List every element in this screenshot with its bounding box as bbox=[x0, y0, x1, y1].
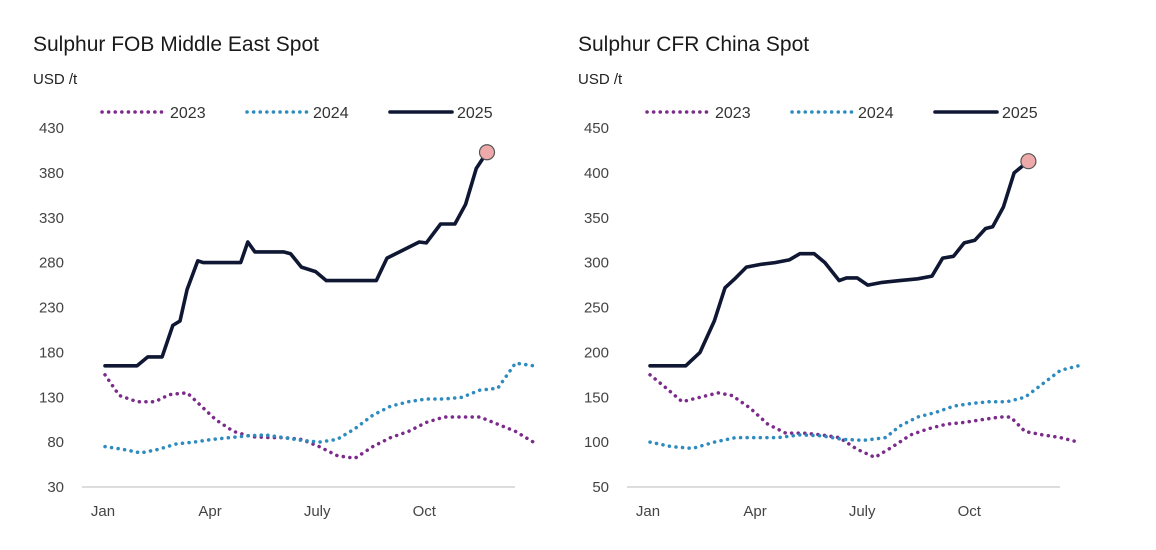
y-tick-label: 280 bbox=[39, 255, 64, 272]
series-line-2024 bbox=[103, 361, 536, 455]
x-tick-label: July bbox=[849, 503, 876, 520]
chart-title: Sulphur CFR China Spot bbox=[578, 33, 810, 56]
series-line-2023 bbox=[103, 373, 536, 461]
chart-title: Sulphur FOB Middle East Spot bbox=[33, 33, 319, 56]
x-tick-label: Jan bbox=[636, 503, 660, 520]
y-tick-label: 380 bbox=[39, 165, 64, 182]
x-tick-label: Apr bbox=[743, 503, 766, 520]
legend-label-2023: 2023 bbox=[715, 105, 751, 122]
y-axis-unit-label: USD /t bbox=[33, 71, 78, 88]
series-line-2025 bbox=[648, 159, 1031, 368]
x-tick-label: Oct bbox=[413, 503, 437, 520]
chart-svg: 430 380 330 280 230 180 130 80 30 Jan Apr July Oct 20… bbox=[39, 105, 536, 520]
x-tick-label: July bbox=[304, 503, 331, 520]
x-tick-label: Jan bbox=[91, 503, 115, 520]
chart-panel-cfr-china: Sulphur CFR China Spot USD /t 450 400 350 3… bbox=[545, 0, 1105, 550]
legend-label-2025: 2025 bbox=[1002, 105, 1038, 122]
y-tick-label: 130 bbox=[39, 389, 64, 406]
series-line-2025 bbox=[103, 150, 489, 368]
chart-svg: 450 400 350 300 250 200 150 100 50 Jan Apr July Oct 2… bbox=[584, 105, 1081, 520]
y-axis-unit-label: USD /t bbox=[578, 71, 623, 88]
y-tick-label: 330 bbox=[39, 210, 64, 227]
latest-point-marker bbox=[478, 144, 496, 161]
x-tick-label: Apr bbox=[198, 503, 221, 520]
latest-point-marker bbox=[1020, 153, 1037, 170]
y-tick-label: 180 bbox=[39, 344, 64, 361]
chart-panel-fob-middle-east: Sulphur FOB Middle East Spot USD /t 430 3… bbox=[0, 0, 560, 550]
y-tick-label: 250 bbox=[584, 300, 609, 317]
y-tick-label: 230 bbox=[39, 300, 64, 317]
y-tick-label: 450 bbox=[584, 120, 609, 137]
y-tick-label: 400 bbox=[584, 165, 609, 182]
x-tick-label: Oct bbox=[958, 503, 982, 520]
y-tick-label: 80 bbox=[47, 434, 64, 451]
y-tick-label: 100 bbox=[584, 434, 609, 451]
series-line-2024 bbox=[648, 364, 1081, 451]
legend-label-2024: 2024 bbox=[313, 105, 349, 122]
y-tick-label: 300 bbox=[584, 255, 609, 272]
legend-label-2024: 2024 bbox=[858, 105, 894, 122]
y-tick-label: 50 bbox=[592, 479, 609, 496]
series-line-2023 bbox=[648, 373, 1081, 460]
y-tick-label: 430 bbox=[39, 120, 64, 137]
y-tick-label: 30 bbox=[47, 479, 64, 496]
legend-label-2025: 2025 bbox=[457, 105, 493, 122]
y-tick-label: 200 bbox=[584, 344, 609, 361]
y-tick-label: 150 bbox=[584, 389, 609, 406]
y-tick-label: 350 bbox=[584, 210, 609, 227]
legend-label-2023: 2023 bbox=[170, 105, 206, 122]
